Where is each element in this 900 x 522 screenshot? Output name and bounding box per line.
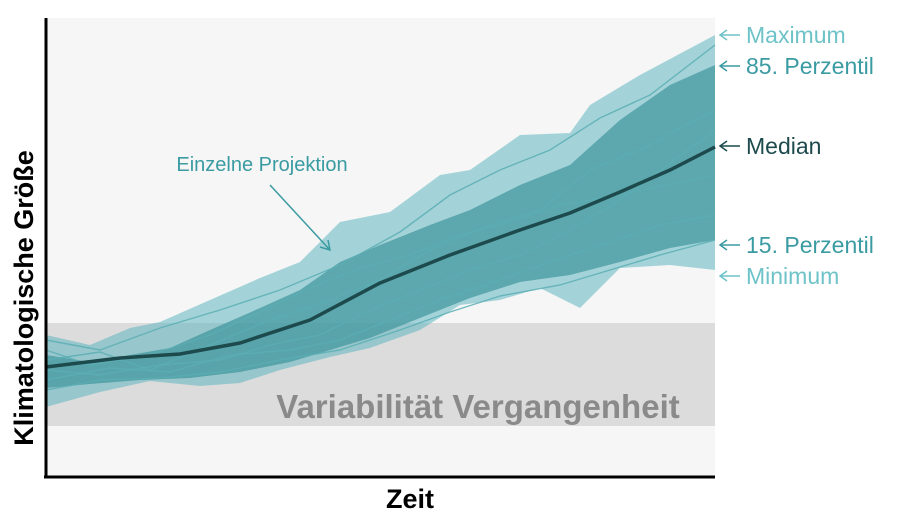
legend-p15-text: 15. Perzentil [746, 232, 874, 258]
projection-line [45, 214, 716, 381]
y-axis-label: Klimatologische Größe [9, 150, 39, 446]
min-max-envelope [46, 35, 715, 407]
legend-p85-text: 85. Perzentil [746, 53, 874, 79]
projection-line [45, 239, 716, 391]
median-line [45, 145, 716, 369]
arrow-left-icon [718, 270, 740, 282]
legend-p85: 85. Perzentil [718, 53, 874, 79]
legend-minimum: Minimum [718, 263, 839, 289]
individual-projection-label: Einzelne Projektion [176, 154, 347, 176]
arrow-left-icon [718, 140, 740, 152]
arrow-left-icon [718, 239, 740, 251]
legend-minimum-text: Minimum [746, 263, 839, 289]
legend-maximum: Maximum [718, 22, 846, 48]
arrow-left-icon [718, 29, 740, 41]
legend-maximum-text: Maximum [746, 22, 846, 48]
legend-median-text: Median [746, 133, 821, 159]
past-variability-label: Variabilität Vergangenheit [276, 388, 679, 425]
annotation-arrow [269, 184, 331, 252]
projection-line [45, 44, 716, 351]
legend-p15: 15. Perzentil [718, 232, 874, 258]
x-axis-label: Zeit [386, 484, 434, 514]
projection-line [45, 129, 716, 376]
legend-median: Median [718, 133, 821, 159]
arrow-left-icon [718, 60, 740, 72]
